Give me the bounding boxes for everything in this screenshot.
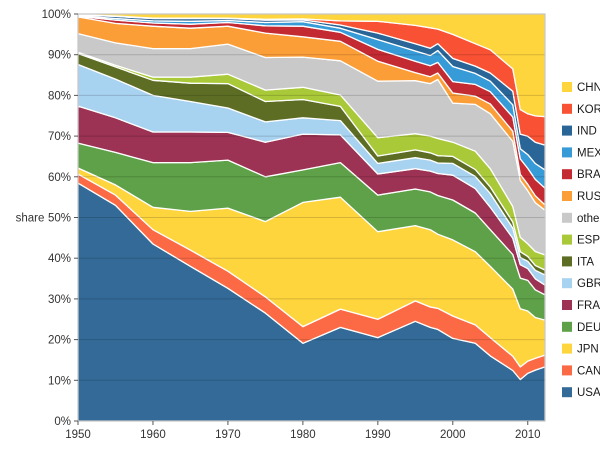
legend-swatch-DEU bbox=[562, 321, 572, 332]
legend-label-others: others bbox=[577, 213, 600, 225]
x-tick-label: 2000 bbox=[440, 429, 466, 441]
legend-label-DEU: DEU bbox=[577, 322, 600, 334]
y-tick-label: 10% bbox=[48, 375, 71, 387]
legend-swatch-CHN bbox=[562, 82, 572, 92]
y-tick-label: 90% bbox=[48, 50, 71, 62]
legend-swatch-GBR bbox=[562, 278, 572, 289]
y-tick-label: 80% bbox=[48, 90, 71, 102]
legend-label-MEX: MEX bbox=[577, 147, 600, 159]
legend-swatch-FRA bbox=[562, 300, 572, 310]
legend-label-JPN: JPN bbox=[577, 344, 599, 356]
legend-swatch-BRA bbox=[562, 169, 572, 180]
y-tick-label: 60% bbox=[48, 172, 71, 184]
legend-label-IND: IND bbox=[577, 126, 597, 138]
legend-label-ITA: ITA bbox=[577, 256, 594, 268]
legend-swatch-ITA bbox=[562, 256, 572, 267]
y-tick-label: 0% bbox=[54, 416, 71, 428]
x-tick-label: 1970 bbox=[215, 429, 241, 441]
legend-swatch-IND bbox=[562, 125, 572, 136]
y-tick-label: 30% bbox=[48, 294, 71, 306]
y-axis-title: share bbox=[16, 213, 45, 225]
legend-label-GBR: GBR bbox=[577, 278, 600, 290]
legend-swatch-USA bbox=[562, 387, 572, 398]
x-tick-label: 1960 bbox=[140, 429, 166, 441]
legend-swatch-RUS bbox=[562, 191, 572, 201]
legend-label-FRA: FRA bbox=[577, 300, 600, 312]
legend-swatch-MEX bbox=[562, 147, 572, 158]
y-tick-label: 70% bbox=[48, 131, 71, 143]
legend-label-BRA: BRA bbox=[577, 169, 600, 181]
x-tick-label: 1980 bbox=[290, 429, 316, 441]
legend-label-RUS: RUS bbox=[577, 191, 600, 203]
x-tick-label: 1990 bbox=[365, 429, 391, 441]
y-tick-label: 20% bbox=[48, 335, 71, 347]
x-tick-label: 1950 bbox=[65, 429, 91, 441]
y-tick-label: 50% bbox=[48, 213, 71, 225]
legend-label-KOR: KOR bbox=[577, 104, 600, 116]
legend-label-CHN: CHN bbox=[577, 82, 600, 94]
legend-swatch-CAN bbox=[562, 365, 572, 376]
y-tick-label: 100% bbox=[42, 9, 71, 21]
legend-label-ESP: ESP bbox=[577, 235, 600, 247]
legend-swatch-JPN bbox=[562, 343, 572, 354]
x-tick-label: 2010 bbox=[515, 429, 541, 441]
legend-swatch-KOR bbox=[562, 103, 572, 114]
y-tick-label: 40% bbox=[48, 253, 71, 265]
legend-label-CAN: CAN bbox=[577, 365, 600, 377]
legend-swatch-ESP bbox=[562, 234, 572, 245]
legend-swatch-others bbox=[562, 212, 572, 223]
legend-label-USA: USA bbox=[577, 387, 600, 399]
